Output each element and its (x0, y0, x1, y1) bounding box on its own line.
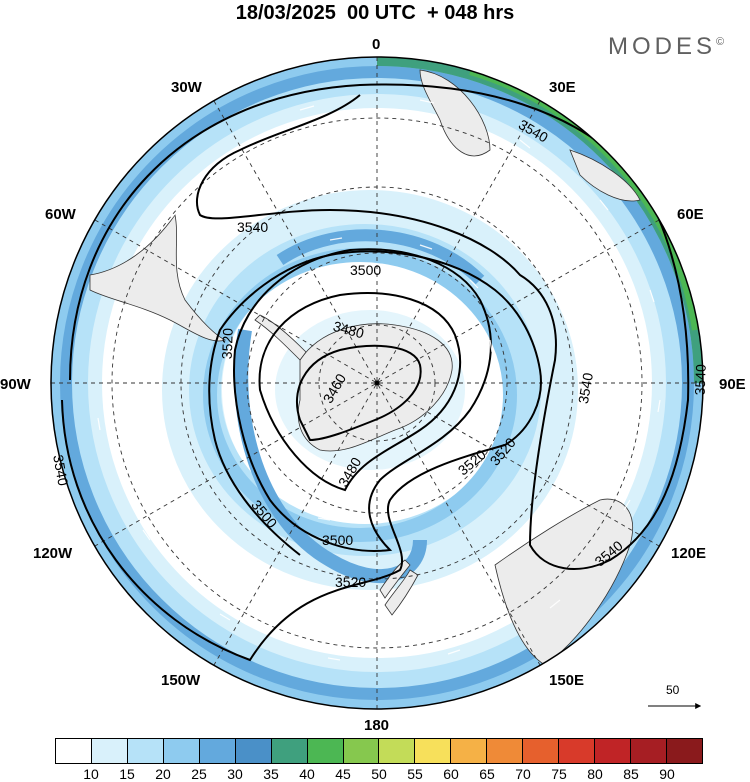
contour-label: 3540 (237, 219, 268, 235)
colorbar-swatch (307, 739, 344, 763)
colorbar-tick-label: 25 (191, 766, 207, 782)
colorbar-swatch (379, 739, 416, 763)
contour-label: 3480 (332, 318, 366, 342)
contour-label: 3520 (219, 328, 236, 360)
contour-label: 3540 (50, 454, 71, 488)
colorbar-tick-label: 75 (551, 766, 567, 782)
contour-label: 3500 (322, 532, 353, 548)
contour-3500 (233, 248, 492, 552)
colorbar-swatch (343, 739, 380, 763)
nz-south (379, 559, 411, 599)
colorbar-swatch (487, 739, 524, 763)
colorbar-tick-label: 55 (407, 766, 423, 782)
colorbar-swatch (595, 739, 631, 763)
colorbar-tick-label: 50 (371, 766, 387, 782)
colorbar-swatch (127, 739, 164, 763)
colorbar-ticks: 10 15 20 25 30 35 40 45 50 55 60 65 70 75 80 85 90 (55, 766, 703, 782)
reference-vector-label: 50 (666, 683, 680, 697)
colorbar-tick-label: 70 (515, 766, 531, 782)
colorbar-tick-label: 90 (659, 766, 675, 782)
colorbar-tick-label: 45 (335, 766, 351, 782)
colorbar-swatch (415, 739, 452, 763)
colorbar-swatch (199, 739, 236, 763)
colorbar-tick-label: 85 (623, 766, 639, 782)
lon-label-150w: 150W (161, 672, 201, 689)
wind-vectors (97, 99, 661, 661)
colorbar-swatch (666, 739, 702, 763)
lon-label-30e: 30E (549, 79, 576, 96)
lon-label-0: 0 (372, 36, 381, 53)
antarctic-peninsula (254, 314, 307, 361)
contour-label: 3520 (335, 574, 366, 590)
contour-3480 (258, 292, 461, 492)
lon-label-90e: 90E (719, 376, 746, 393)
colorbar-swatch (559, 739, 596, 763)
colorbar-swatch (451, 739, 488, 763)
lon-label-60w: 60W (45, 206, 76, 223)
colorbar-tick-label: 20 (155, 766, 171, 782)
map-border (50, 56, 704, 710)
colorbar-swatch (631, 739, 667, 763)
brand-mark: © (716, 36, 725, 48)
colorbar-tick-label: 40 (299, 766, 315, 782)
colorbar-swatch (235, 739, 272, 763)
contour-label: 3540 (692, 364, 709, 396)
africa-east (569, 149, 641, 202)
colorbar-tick-label: 80 (587, 766, 603, 782)
colorbar-swatch (163, 739, 200, 763)
colorbar-tick-label: 30 (227, 766, 243, 782)
wind-band-outer-20 (72, 78, 682, 688)
colorbar-tick-label: 65 (479, 766, 495, 782)
brand-logo: MODES© (608, 33, 724, 61)
geopotential-contours (61, 83, 690, 662)
colorbar (55, 738, 703, 764)
colorbar-swatch (523, 739, 560, 763)
colorbar-tick-label: 15 (119, 766, 135, 782)
south-america (89, 214, 227, 342)
lon-label-180: 180 (364, 717, 390, 734)
lon-label-90w: 90W (0, 376, 31, 393)
pole-dot (374, 380, 380, 386)
lon-label-120e: 120E (671, 545, 707, 562)
contour-3460 (295, 344, 422, 442)
map-title: 18/03/2025 00 UTC + 048 hrs (235, 2, 515, 24)
colorbar-tick-label: 10 (83, 766, 99, 782)
colorbar-swatch (271, 739, 308, 763)
contour-3540-outer (69, 83, 690, 570)
colorbar-tick-label: 35 (263, 766, 279, 782)
colorbar-swatch (56, 739, 92, 763)
africa (419, 69, 491, 157)
contour-label: 3540 (575, 371, 596, 405)
lon-label-60e: 60E (677, 206, 704, 223)
colorbar-swatch (91, 739, 128, 763)
colorbar-tick-label: 60 (443, 766, 459, 782)
lon-label-30w: 30W (171, 79, 202, 96)
contour-3520 (61, 250, 542, 662)
lon-label-120w: 120W (33, 545, 73, 562)
brand-text: MODES (608, 33, 717, 60)
wind-band-jet-30b (276, 229, 485, 285)
contour-label: 3500 (350, 262, 381, 278)
wind-band-green-inner (469, 69, 698, 331)
lon-label-150e: 150E (549, 672, 585, 689)
